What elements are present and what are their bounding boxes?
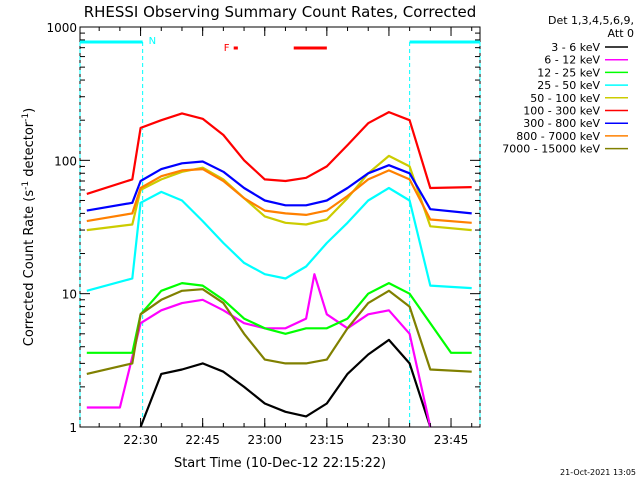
legend-label-3: 25 - 50 keV: [537, 79, 600, 92]
timestamp: 21-Oct-2021 13:05: [560, 468, 636, 477]
y-tick-label-2: 100: [54, 154, 77, 168]
legend-label-5: 100 - 300 keV: [523, 105, 600, 118]
y-tick-label-0: 1: [69, 421, 77, 435]
series-line-2: [86, 282, 472, 354]
x-tick-label-2: 23:00: [247, 433, 282, 447]
legend-label-1: 6 - 12 keV: [544, 54, 600, 67]
legend-header-line-1: Det 1,3,4,5,6,9,: [548, 14, 634, 27]
legend-label-0: 3 - 6 keV: [551, 41, 600, 54]
x-tick-label-3: 23:15: [310, 433, 345, 447]
series-line-8: [86, 288, 472, 375]
legend-header-line-2: Att 0: [608, 27, 634, 40]
plot-frame: [79, 26, 481, 428]
legend-label-2: 12 - 25 keV: [537, 66, 600, 79]
series-line-7: [86, 168, 472, 224]
y-tick-label-3: 1000: [46, 21, 77, 35]
x-tick-label-0: 22:30: [123, 433, 158, 447]
series-line-3: [86, 186, 472, 292]
series-line-6: [86, 160, 472, 215]
x-tick-label-1: 22:45: [185, 433, 220, 447]
y-axis-label: Corrected Count Rate (s-1 detector-1): [21, 108, 37, 346]
x-axis-label: Start Time (10-Dec-12 22:15:22): [174, 456, 386, 471]
series-line-0: [139, 338, 432, 428]
legend-label-4: 50 - 100 keV: [530, 92, 600, 105]
legend-label-8: 7000 - 15000 keV: [502, 143, 600, 156]
series-line-1: [86, 273, 432, 428]
series-line-4: [86, 154, 472, 232]
chart-title: RHESSI Observing Summary Count Rates, Co…: [84, 3, 477, 21]
y-tick-label-1: 10: [62, 288, 77, 302]
legend-label-6: 300 - 800 keV: [523, 117, 600, 130]
series-line-5: [86, 111, 472, 195]
x-tick-label-4: 23:30: [372, 433, 407, 447]
x-tick-label-5: 23:45: [434, 433, 469, 447]
plot-area: NF: [79, 36, 481, 428]
night-label: N: [149, 36, 156, 47]
legend-label-7: 800 - 7000 keV: [516, 130, 600, 143]
flare-label: F: [224, 43, 230, 54]
axes: 22:30 22:45 23:00 23:15 23:30 23:45 1 10 100 1000: [46, 21, 480, 447]
